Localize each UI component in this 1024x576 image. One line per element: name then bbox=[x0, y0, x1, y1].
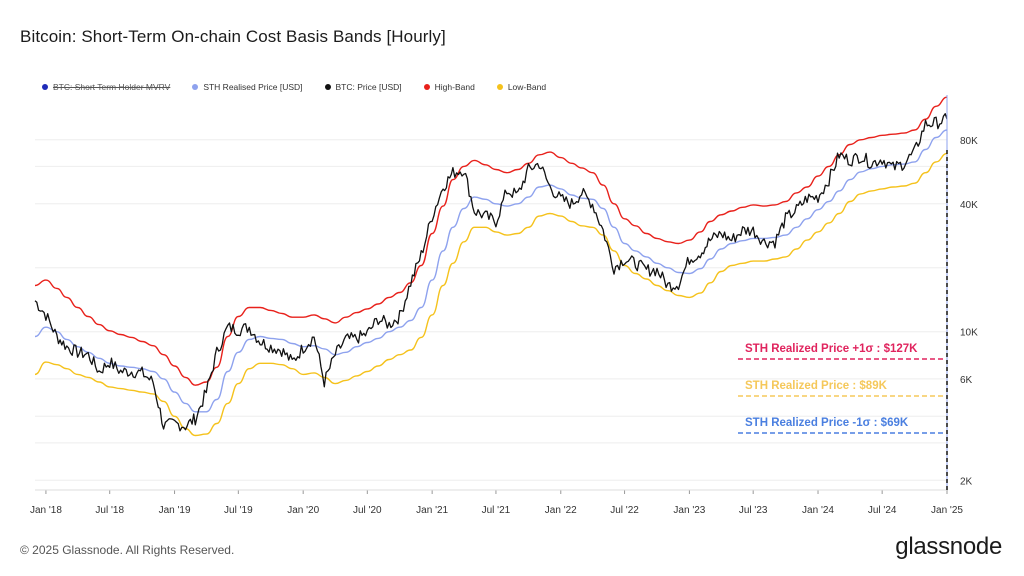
y-tick-label: 6K bbox=[960, 375, 973, 386]
x-tick-label: Jul '18 bbox=[95, 505, 124, 516]
x-tick-label: Jan '24 bbox=[802, 505, 834, 516]
x-tick-label: Jan '21 bbox=[416, 505, 448, 516]
y-tick-label: 10K bbox=[960, 328, 978, 339]
annotation-mid: STH Realized Price : $89K bbox=[745, 380, 888, 392]
legend-label: High-Band bbox=[434, 82, 475, 92]
x-tick-label: Jul '20 bbox=[353, 505, 382, 516]
x-tick-label: Jul '23 bbox=[739, 505, 768, 516]
btc-price-line bbox=[34, 113, 948, 432]
series-group bbox=[34, 96, 948, 437]
legend-dot-icon bbox=[324, 84, 331, 90]
x-tick-label: Jan '18 bbox=[30, 505, 62, 516]
y-tick-label: 2K bbox=[960, 476, 973, 487]
glassnode-logo: glassnode bbox=[895, 533, 1002, 560]
legend-label: STH Realised Price [USD] bbox=[203, 82, 303, 92]
x-tick-label: Jul '22 bbox=[610, 505, 639, 516]
legend-dot-icon bbox=[192, 84, 199, 90]
copyright-footer: © 2025 Glassnode. All Rights Reserved. bbox=[20, 543, 235, 557]
x-tick-label: Jan '23 bbox=[673, 505, 705, 516]
legend-item-sth-mvrv[interactable]: BTC: Short Term Holder MVRV bbox=[42, 80, 170, 94]
x-tick-label: Jul '24 bbox=[868, 505, 897, 516]
x-tick-label: Jan '22 bbox=[545, 505, 577, 516]
sth-realised-price-line bbox=[34, 129, 948, 413]
y-axis: 2K 6K 10K 40K 80K bbox=[960, 136, 978, 487]
legend: BTC: Short Term Holder MVRV STH Realised… bbox=[42, 80, 568, 94]
x-tick-label: Jan '19 bbox=[159, 505, 191, 516]
legend-dot-icon bbox=[42, 84, 48, 90]
legend-dot-icon bbox=[496, 84, 503, 90]
legend-item-low-band[interactable]: Low-Band bbox=[496, 80, 547, 94]
legend-item-btc-price[interactable]: BTC: Price [USD] bbox=[324, 80, 402, 94]
x-tick-label: Jul '21 bbox=[482, 505, 511, 516]
legend-label: BTC: Price [USD] bbox=[335, 82, 402, 92]
legend-item-high-band[interactable]: High-Band bbox=[423, 80, 475, 94]
annotations: STH Realized Price +1σ : $127K STH Reali… bbox=[738, 343, 946, 434]
legend-label: Low-Band bbox=[507, 82, 547, 92]
grid bbox=[35, 139, 947, 481]
x-tick-label: Jan '25 bbox=[931, 505, 963, 516]
annotation-low: STH Realized Price -1σ : $69K bbox=[745, 417, 909, 429]
x-axis: Jan '18 Jul '18 Jan '19 Jul '19 Jan '20 Jul '… bbox=[30, 489, 963, 516]
legend-item-sth-realised-price[interactable]: STH Realised Price [USD] bbox=[192, 80, 303, 94]
chart-title: Bitcoin: Short-Term On-chain Cost Basis … bbox=[20, 27, 446, 46]
legend-label: BTC: Short Term Holder MVRV bbox=[53, 82, 171, 92]
x-tick-label: Jan '20 bbox=[287, 505, 319, 516]
y-tick-label: 40K bbox=[960, 200, 978, 211]
high-band-line bbox=[34, 96, 948, 386]
y-tick-label: 80K bbox=[960, 136, 978, 147]
x-tick-label: Jul '19 bbox=[224, 505, 253, 516]
legend-dot-icon bbox=[423, 84, 430, 90]
annotation-high: STH Realized Price +1σ : $127K bbox=[745, 343, 918, 355]
